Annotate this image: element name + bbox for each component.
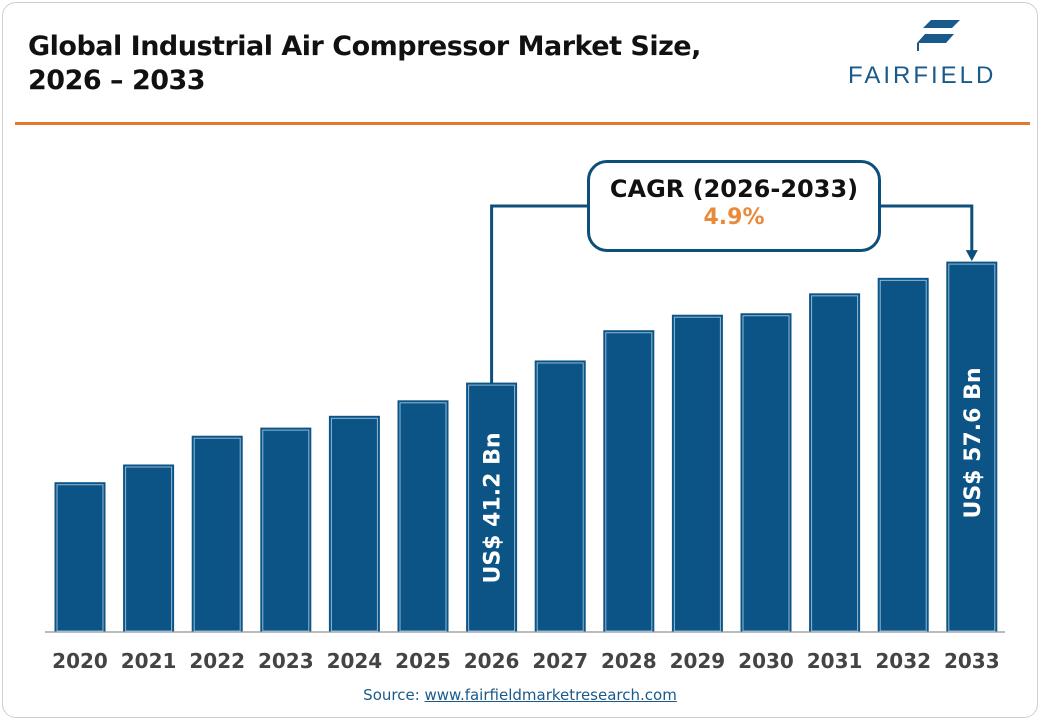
bar-2030 [740,313,792,632]
bar-2020 [54,482,106,632]
chart-title: Global Industrial Air Compressor Market … [28,30,701,98]
cagr-connector-left [490,204,590,384]
bar-2029 [671,314,723,632]
x-tick-label-2020: 2020 [52,649,108,673]
bar-inner-outline-2024 [330,417,378,632]
x-tick-label-2021: 2021 [121,649,177,673]
x-tick-label-2025: 2025 [395,649,451,673]
bar-2031 [809,293,861,632]
bar-inner-outline-2033 [948,263,996,632]
logo-text: FAIRFIELD [848,62,997,89]
x-tick-label-2026: 2026 [464,649,520,673]
x-tick-label-2033: 2033 [944,649,1000,673]
x-tick-label-2022: 2022 [189,649,245,673]
source-link[interactable]: www.fairfieldmarketresearch.com [424,686,677,704]
bar-2033 [946,261,998,632]
bar-2028 [603,330,655,632]
cagr-value: 4.9% [703,205,765,230]
cagr-callout: CAGR (2026-2033) 4.9% [587,160,881,252]
bar-inner-outline-2022 [193,437,241,632]
bar-inner-outline-2025 [399,402,447,632]
bar-inner-outline-2020 [56,484,104,632]
bar-2023 [260,427,312,632]
source-prefix: Source: [363,686,425,704]
bar-2021 [123,464,175,632]
bar-inner-outline-2031 [811,295,859,632]
logo-mark-icon [917,20,960,51]
bar-inner-outline-2032 [879,279,927,632]
title-line-1: Global Industrial Air Compressor Market … [28,31,701,62]
x-tick-label-2023: 2023 [258,649,314,673]
bar-inner-outline-2029 [673,316,721,632]
bar-2022 [191,435,243,632]
bar-2024 [328,415,380,632]
x-tick-label-2024: 2024 [327,649,383,673]
title-divider [15,122,1030,125]
title-line-2: 2026 – 2033 [28,65,206,96]
bar-inner-outline-2023 [262,429,310,632]
cagr-label: CAGR (2026-2033) [609,175,859,203]
bar-2032 [877,277,929,632]
arrow-down-icon [965,250,978,262]
data-label-2033: US$ 57.6 Bn [961,367,986,518]
x-tick-label-2032: 2032 [875,649,931,673]
x-tick-label-2028: 2028 [601,649,657,673]
bar-inner-outline-2030 [742,315,790,632]
bar-inner-outline-2027 [536,362,584,632]
x-tick-label-2030: 2030 [738,649,794,673]
bar-inner-outline-2021 [125,466,173,632]
data-label-2026: US$ 41.2 Bn [481,432,506,583]
bar-2026 [466,382,518,632]
bar-2025 [397,400,449,632]
x-tick-label-2029: 2029 [670,649,726,673]
source-note: Source: www.fairfieldmarketresearch.com [0,686,1040,704]
bar-inner-outline-2026 [468,384,516,632]
fairfield-logo: FAIRFIELD [848,18,1023,90]
x-tick-label-2031: 2031 [807,649,863,673]
cagr-connector-right [878,204,974,253]
x-tick-label-2027: 2027 [532,649,588,673]
bar-inner-outline-2028 [605,332,653,632]
bar-2027 [534,360,586,632]
